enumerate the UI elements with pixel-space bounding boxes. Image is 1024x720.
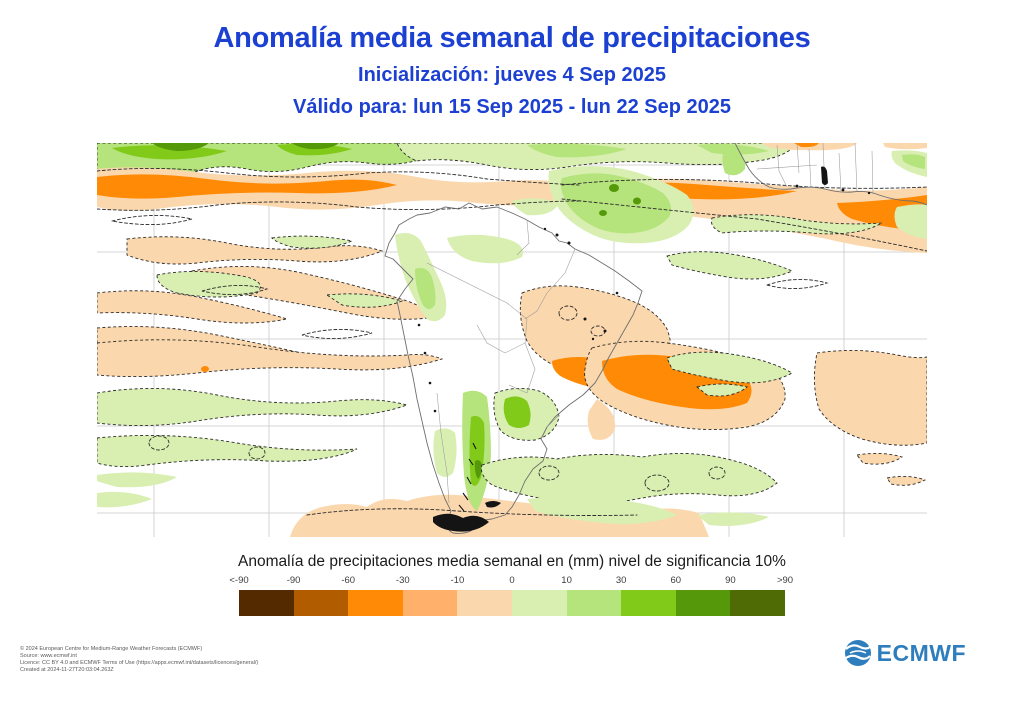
legend-tick-label: -90 <box>286 575 301 586</box>
legend-swatch <box>566 590 622 616</box>
legend: Anomalía de precipitaciones media semana… <box>0 553 1024 619</box>
legend-colorbar-wrap: <-90 -90 -60 -30 -10 0 10 30 60 90 >90 <box>229 575 793 619</box>
legend-tick-label: -60 <box>341 575 356 586</box>
legend-swatch <box>675 590 731 616</box>
legend-swatch <box>457 590 512 616</box>
legend-tick-label: 30 <box>615 575 627 586</box>
anomaly-fill-regions <box>97 143 927 537</box>
chart-header: Anomalía media semanal de precipitacione… <box>0 0 1024 119</box>
licence-line: Licence: CC BY 4.0 and ECMWF Terms of Us… <box>20 660 259 666</box>
country-borders <box>426 143 874 504</box>
legend-colorbar <box>239 590 785 616</box>
legend-tick-label: -10 <box>450 575 465 586</box>
legend-tick-label: <-90 <box>229 575 249 586</box>
copyright-block: © 2024 European Centre for Medium-Range … <box>20 646 258 674</box>
page-title: Anomalía media semanal de precipitacione… <box>213 22 811 54</box>
valid-subtitle: Válido para: lun 15 Sep 2025 - lun 22 Se… <box>293 96 731 118</box>
ecmwf-logo-icon <box>844 640 871 666</box>
ecmwf-logo: ECMWF <box>843 638 966 668</box>
legend-caption: Anomalía de precipitaciones media semana… <box>238 553 786 570</box>
legend-swatch <box>402 590 458 616</box>
legend-tick-label: 0 <box>509 575 515 586</box>
africa-landmass <box>735 143 927 205</box>
map-svg <box>97 143 927 537</box>
legend-swatch <box>239 590 294 616</box>
terrain-marks <box>417 166 871 532</box>
legend-ticks: <-90 -90 -60 -30 -10 0 10 30 60 90 >90 <box>229 575 793 588</box>
legend-swatch <box>293 590 349 616</box>
created-line: Created at 2024-11-27T20:03:04.263Z <box>20 667 114 673</box>
legend-swatch <box>348 590 403 616</box>
legend-tick-label: >90 <box>776 575 794 586</box>
legend-tick-label: -30 <box>395 575 410 586</box>
legend-tick-label: 90 <box>725 575 736 586</box>
south-america-coastline <box>384 202 643 524</box>
precipitation-anomaly-map <box>97 143 927 537</box>
source-line: Source: www.ecmwf.int <box>20 653 77 659</box>
copyright-line: © 2024 European Centre for Medium-Range … <box>20 646 203 652</box>
significance-contours <box>97 167 927 516</box>
legend-swatch <box>730 590 785 616</box>
legend-tick-label: 10 <box>561 575 572 586</box>
legend-tick-label: 60 <box>670 575 682 586</box>
legend-swatch <box>511 590 567 616</box>
legend-swatch <box>621 590 676 616</box>
init-subtitle: Inicialización: jueves 4 Sep 2025 <box>358 64 666 86</box>
ecmwf-logo-text: ECMWF <box>876 639 966 666</box>
